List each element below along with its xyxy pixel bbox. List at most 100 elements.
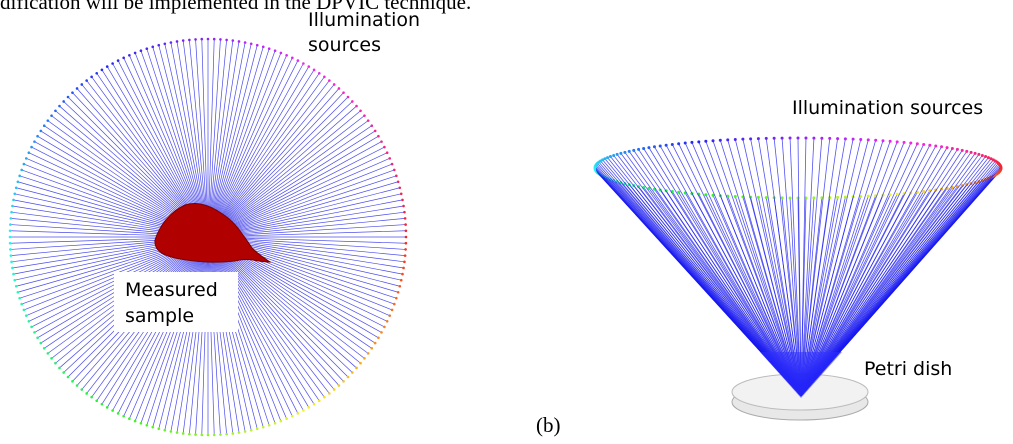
source xyxy=(25,314,28,317)
source xyxy=(984,155,987,158)
source xyxy=(58,105,61,108)
source xyxy=(262,46,265,49)
source xyxy=(232,432,235,435)
source xyxy=(844,137,847,140)
source xyxy=(188,39,191,42)
source xyxy=(111,409,114,412)
source xyxy=(43,347,46,350)
source xyxy=(50,357,53,360)
source xyxy=(355,367,358,370)
source xyxy=(370,124,373,127)
source xyxy=(765,196,768,199)
source xyxy=(388,157,391,160)
source xyxy=(313,69,316,72)
source xyxy=(33,140,36,143)
source xyxy=(922,143,925,146)
source xyxy=(18,175,21,178)
source xyxy=(338,87,341,90)
source xyxy=(402,267,405,270)
source xyxy=(95,399,98,402)
source xyxy=(40,130,43,133)
ray xyxy=(208,116,364,237)
source xyxy=(402,205,405,208)
source xyxy=(23,309,26,312)
ray xyxy=(153,237,208,427)
source xyxy=(323,396,326,399)
source xyxy=(401,273,404,276)
source xyxy=(741,138,744,141)
source xyxy=(10,217,13,220)
source xyxy=(9,236,12,239)
ray xyxy=(208,237,263,427)
source xyxy=(781,137,784,140)
source xyxy=(393,169,396,172)
source xyxy=(28,320,31,323)
source xyxy=(940,145,943,148)
source xyxy=(922,190,925,193)
source xyxy=(642,147,645,150)
source xyxy=(146,47,149,50)
source xyxy=(393,303,396,306)
source xyxy=(874,139,877,142)
source xyxy=(188,433,191,436)
source xyxy=(690,141,693,144)
source xyxy=(71,91,74,94)
source xyxy=(828,137,831,140)
source xyxy=(374,130,377,133)
source xyxy=(10,261,13,264)
source xyxy=(62,100,65,103)
source xyxy=(207,434,210,437)
source xyxy=(90,76,93,79)
source xyxy=(405,242,408,245)
source xyxy=(789,137,792,140)
source xyxy=(62,371,65,374)
source xyxy=(359,109,362,112)
ray xyxy=(208,81,329,237)
source xyxy=(609,155,612,158)
source xyxy=(820,137,823,140)
source xyxy=(377,135,380,138)
source xyxy=(302,62,305,65)
source xyxy=(977,153,980,156)
source xyxy=(318,72,321,75)
source xyxy=(704,193,707,196)
source xyxy=(25,157,28,160)
source xyxy=(383,326,386,329)
source xyxy=(965,150,968,153)
source xyxy=(30,326,33,329)
source xyxy=(76,384,79,387)
ray xyxy=(165,237,208,430)
source xyxy=(889,140,892,143)
source xyxy=(140,422,143,425)
source xyxy=(9,223,12,226)
source xyxy=(170,430,173,433)
source xyxy=(397,180,400,183)
source xyxy=(134,52,137,55)
source xyxy=(347,376,350,379)
source xyxy=(291,415,294,418)
source xyxy=(671,143,674,146)
source xyxy=(380,331,383,334)
source xyxy=(363,357,366,360)
source xyxy=(128,417,131,420)
label: sample xyxy=(125,305,194,327)
source xyxy=(677,191,680,194)
source xyxy=(812,137,815,140)
source xyxy=(219,433,222,436)
source xyxy=(122,415,125,418)
source xyxy=(981,154,984,157)
source xyxy=(157,44,160,47)
source xyxy=(719,139,722,142)
label: sources xyxy=(308,34,381,56)
source xyxy=(213,434,216,437)
source xyxy=(285,417,288,420)
source xyxy=(17,180,20,183)
source xyxy=(377,336,380,339)
source xyxy=(403,211,406,214)
source xyxy=(616,153,619,156)
source xyxy=(623,151,626,154)
source xyxy=(961,149,964,152)
source xyxy=(12,273,15,276)
source xyxy=(40,342,43,345)
source xyxy=(9,242,12,245)
